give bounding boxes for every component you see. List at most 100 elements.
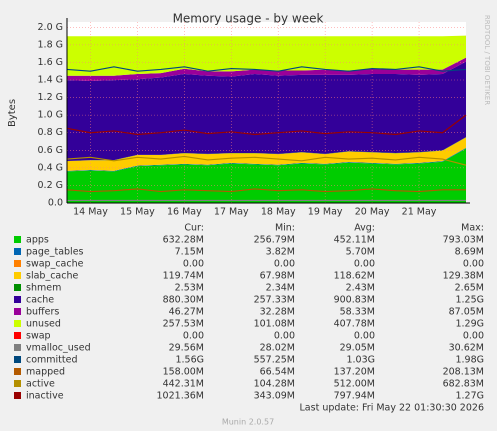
legend-label: vmalloc_used <box>26 343 91 354</box>
x-tick-label: 15 May <box>120 207 155 218</box>
y-tick-label: 1.6 G <box>38 57 64 68</box>
legend-stat: 442.31M <box>163 379 204 390</box>
legend-label: page_tables <box>26 247 84 258</box>
area <box>67 57 466 82</box>
legend-stat: 101.08M <box>254 319 295 330</box>
legend-stat: 0.00 <box>463 259 484 270</box>
legend-stat: 1.98G <box>455 355 484 366</box>
legend-stat: 557.25M <box>254 355 295 366</box>
last-update: Last update: Fri May 22 01:30:30 2026 <box>300 403 484 414</box>
legend-stat: 257.33M <box>254 295 295 306</box>
legend-stat: 880.30M <box>163 295 204 306</box>
legend-label: swap <box>26 331 51 342</box>
legend-stat: 793.03M <box>443 235 484 246</box>
legend-swatch <box>14 284 21 291</box>
y-tick-label: 1.8 G <box>38 39 64 50</box>
legend-stat: 2.43M <box>346 283 375 294</box>
y-tick-label: 0.8 G <box>38 127 64 138</box>
legend-stat: 256.79M <box>254 235 295 246</box>
legend-stat: 2.53M <box>175 283 204 294</box>
legend-stat: 1021.36M <box>157 391 204 402</box>
legend-label: committed <box>26 355 78 366</box>
legend-stat: 0.00 <box>183 259 204 270</box>
x-tick-label: 21 May <box>402 207 437 218</box>
legend-swatch <box>14 248 21 255</box>
legend-stat: 1.25G <box>455 295 484 306</box>
x-tick-label: 17 May <box>214 207 249 218</box>
legend-stat: 104.28M <box>254 379 295 390</box>
legend-stat: 343.09M <box>254 391 295 402</box>
legend-swatch <box>14 320 21 327</box>
legend-stat: 1.56G <box>175 355 204 366</box>
legend-stat: 512.00M <box>334 379 375 390</box>
legend-header: Cur: <box>184 223 204 234</box>
legend-label: cache <box>26 295 54 306</box>
legend-stat: 2.65M <box>455 283 484 294</box>
legend-swatch <box>14 260 21 267</box>
legend-stat: 119.74M <box>163 271 204 282</box>
x-tick-label: 19 May <box>308 207 343 218</box>
legend-swatch <box>14 356 21 363</box>
x-tick-label: 20 May <box>355 207 390 218</box>
y-tick-label: 1.0 G <box>38 110 64 121</box>
legend-stat: 58.33M <box>340 307 375 318</box>
lines <box>66 66 467 202</box>
legend-stat: 1.29G <box>455 319 484 330</box>
legend-stat: 208.13M <box>443 367 484 378</box>
legend-swatch <box>14 368 21 375</box>
legend-header: Avg: <box>354 223 375 234</box>
line <box>66 114 467 136</box>
legend-stat: 900.83M <box>334 295 375 306</box>
legend-swatch <box>14 344 21 351</box>
grid <box>67 22 466 204</box>
y-tick-label: 1.2 G <box>38 92 64 103</box>
legend-stat: 3.82M <box>266 247 295 258</box>
legend-stat: 29.05M <box>340 343 375 354</box>
legend-stat: 5.70M <box>346 247 375 258</box>
x-tick-label: 14 May <box>73 207 108 218</box>
legend-stat: 32.28M <box>260 307 295 318</box>
chart-title: Memory usage - by week <box>173 12 324 26</box>
legend-label: slab_cache <box>26 271 78 282</box>
y-tick-label: 1.4 G <box>38 74 64 85</box>
legend-stat: 0.00 <box>463 331 484 342</box>
legend-stat: 29.56M <box>169 343 204 354</box>
plot <box>66 22 467 204</box>
legend-swatch <box>14 380 21 387</box>
legend-stat: 0.00 <box>354 259 375 270</box>
legend-stat: 682.83M <box>443 379 484 390</box>
y-tick-label: 0.2 G <box>38 180 64 191</box>
areas <box>67 35 466 203</box>
legend-swatch <box>14 392 21 399</box>
line <box>66 188 466 193</box>
legend-label: buffers <box>26 307 59 318</box>
legend-stat: 0.00 <box>274 331 295 342</box>
y-tick-label: 0.4 G <box>38 162 64 173</box>
legend-stat: 2.34M <box>266 283 295 294</box>
legend-label: swap_cache <box>26 259 84 270</box>
legend-stat: 797.94M <box>334 391 375 402</box>
legend-stat: 46.27M <box>169 307 204 318</box>
legend: Cur: Min: Avg: Max: apps 632.28M 256.79M 452.11… <box>14 223 484 402</box>
legend-label: active <box>26 379 55 390</box>
legend-stat: 137.20M <box>334 367 375 378</box>
line <box>66 155 467 166</box>
legend-swatch <box>14 296 21 303</box>
footer: Munin 2.0.57 <box>222 418 274 427</box>
legend-stat: 632.28M <box>163 235 204 246</box>
legend-label: inactive <box>26 391 64 402</box>
legend-stat: 67.98M <box>260 271 295 282</box>
area <box>67 35 466 76</box>
legend-stat: 452.11M <box>334 235 375 246</box>
legend-header: Min: <box>275 223 295 234</box>
legend-swatch <box>14 308 21 315</box>
area <box>67 61 466 161</box>
legend-label: apps <box>26 235 49 246</box>
legend-stat: 8.69M <box>455 247 484 258</box>
legend-stat: 257.53M <box>163 319 204 330</box>
legend-header: Max: <box>461 223 484 234</box>
legend-stat: 28.02M <box>260 343 295 354</box>
x-tick-label: 18 May <box>261 207 296 218</box>
side-text: RRDTOOL / TOBI OETIKER <box>483 15 491 105</box>
